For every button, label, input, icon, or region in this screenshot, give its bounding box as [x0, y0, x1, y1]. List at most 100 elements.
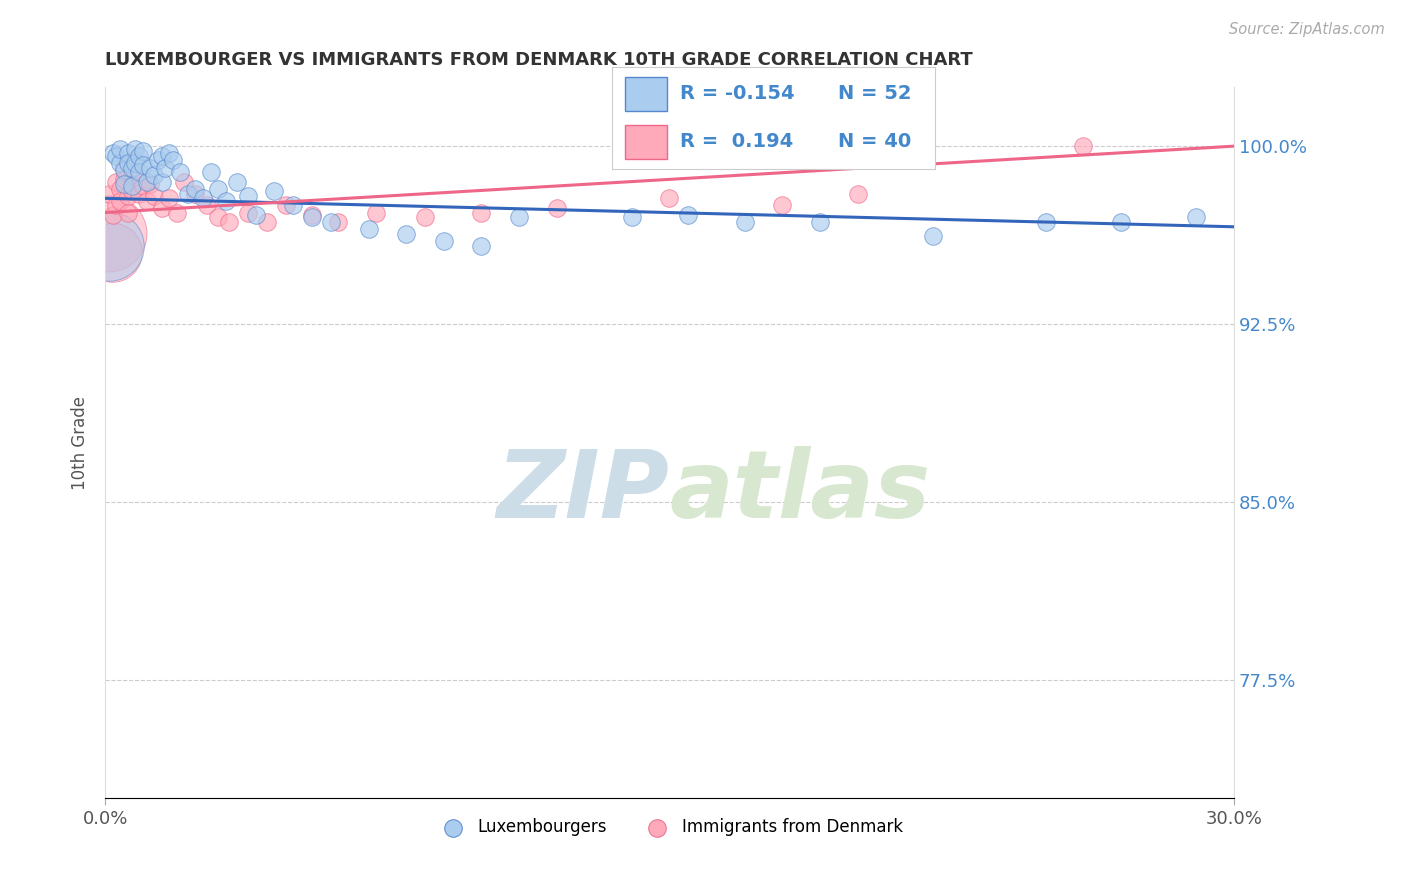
- Legend: Luxembourgers, Immigrants from Denmark: Luxembourgers, Immigrants from Denmark: [429, 812, 910, 843]
- Point: [110, 142, 132, 156]
- Text: Source: ZipAtlas.com: Source: ZipAtlas.com: [1229, 22, 1385, 37]
- Text: atlas: atlas: [669, 446, 931, 538]
- Point: [658, 191, 681, 205]
- Point: [678, 208, 700, 222]
- Point: [146, 153, 169, 168]
- Text: LUXEMBOURGER VS IMMIGRANTS FROM DENMARK 10TH GRADE CORRELATION CHART: LUXEMBOURGER VS IMMIGRANTS FROM DENMARK …: [105, 51, 973, 69]
- Point: [157, 191, 180, 205]
- Text: N = 52: N = 52: [838, 84, 911, 103]
- Point: [238, 189, 260, 203]
- Point: [105, 175, 128, 189]
- Point: [150, 175, 173, 189]
- Point: [166, 205, 188, 219]
- Point: [808, 215, 831, 229]
- Point: [921, 229, 943, 244]
- Point: [139, 177, 162, 191]
- Point: [263, 184, 285, 198]
- Point: [124, 169, 146, 184]
- Point: [238, 205, 260, 219]
- Point: [128, 149, 150, 163]
- Point: [121, 168, 143, 182]
- Text: ZIP: ZIP: [496, 446, 669, 538]
- Text: N = 40: N = 40: [838, 132, 911, 152]
- Point: [200, 165, 222, 179]
- Point: [207, 182, 229, 196]
- Point: [207, 211, 229, 225]
- Point: [283, 198, 305, 212]
- Point: [150, 149, 173, 163]
- Point: [132, 179, 155, 194]
- Y-axis label: 10th Grade: 10th Grade: [72, 395, 89, 490]
- Point: [98, 186, 121, 201]
- Bar: [624, 126, 666, 159]
- Point: [112, 161, 135, 175]
- Point: [328, 215, 350, 229]
- Point: [191, 191, 214, 205]
- Point: [846, 186, 869, 201]
- Point: [117, 189, 139, 203]
- Point: [117, 146, 139, 161]
- Point: [135, 194, 157, 208]
- Point: [1071, 139, 1094, 153]
- Point: [214, 194, 236, 208]
- Point: [364, 205, 387, 219]
- Point: [135, 175, 157, 189]
- Point: [173, 175, 195, 189]
- Point: [128, 186, 150, 201]
- Point: [98, 227, 121, 241]
- Point: [128, 165, 150, 179]
- Point: [162, 153, 184, 168]
- Point: [1109, 215, 1132, 229]
- Point: [470, 205, 492, 219]
- Point: [177, 186, 200, 201]
- Point: [357, 222, 380, 236]
- Point: [121, 184, 143, 198]
- Point: [105, 198, 128, 212]
- Point: [139, 161, 162, 175]
- Point: [101, 208, 124, 222]
- Point: [395, 227, 418, 241]
- Point: [245, 208, 267, 222]
- Point: [124, 142, 146, 156]
- Point: [132, 144, 155, 158]
- Point: [620, 211, 643, 225]
- Point: [256, 215, 278, 229]
- Point: [101, 146, 124, 161]
- Point: [157, 146, 180, 161]
- Point: [124, 153, 146, 168]
- Point: [770, 198, 793, 212]
- Point: [225, 175, 247, 189]
- Text: R = -0.154: R = -0.154: [679, 84, 794, 103]
- Point: [195, 198, 218, 212]
- Point: [301, 208, 323, 222]
- Point: [132, 158, 155, 172]
- Point: [105, 149, 128, 163]
- Point: [433, 234, 456, 248]
- Point: [274, 198, 297, 212]
- Point: [143, 168, 166, 182]
- Point: [150, 201, 173, 215]
- Point: [121, 179, 143, 194]
- Point: [110, 194, 132, 208]
- Point: [218, 215, 240, 229]
- Point: [112, 177, 135, 191]
- Point: [110, 155, 132, 169]
- Point: [110, 182, 132, 196]
- Point: [319, 215, 342, 229]
- Point: [1035, 215, 1057, 229]
- Point: [143, 189, 166, 203]
- Point: [121, 161, 143, 175]
- Point: [155, 161, 177, 175]
- Point: [1185, 211, 1208, 225]
- Point: [101, 245, 124, 260]
- Point: [112, 172, 135, 186]
- Point: [117, 155, 139, 169]
- Point: [546, 201, 568, 215]
- Point: [184, 182, 207, 196]
- Point: [98, 238, 121, 252]
- Point: [117, 205, 139, 219]
- Point: [508, 211, 530, 225]
- Point: [470, 238, 492, 252]
- Point: [301, 211, 323, 225]
- Point: [169, 165, 191, 179]
